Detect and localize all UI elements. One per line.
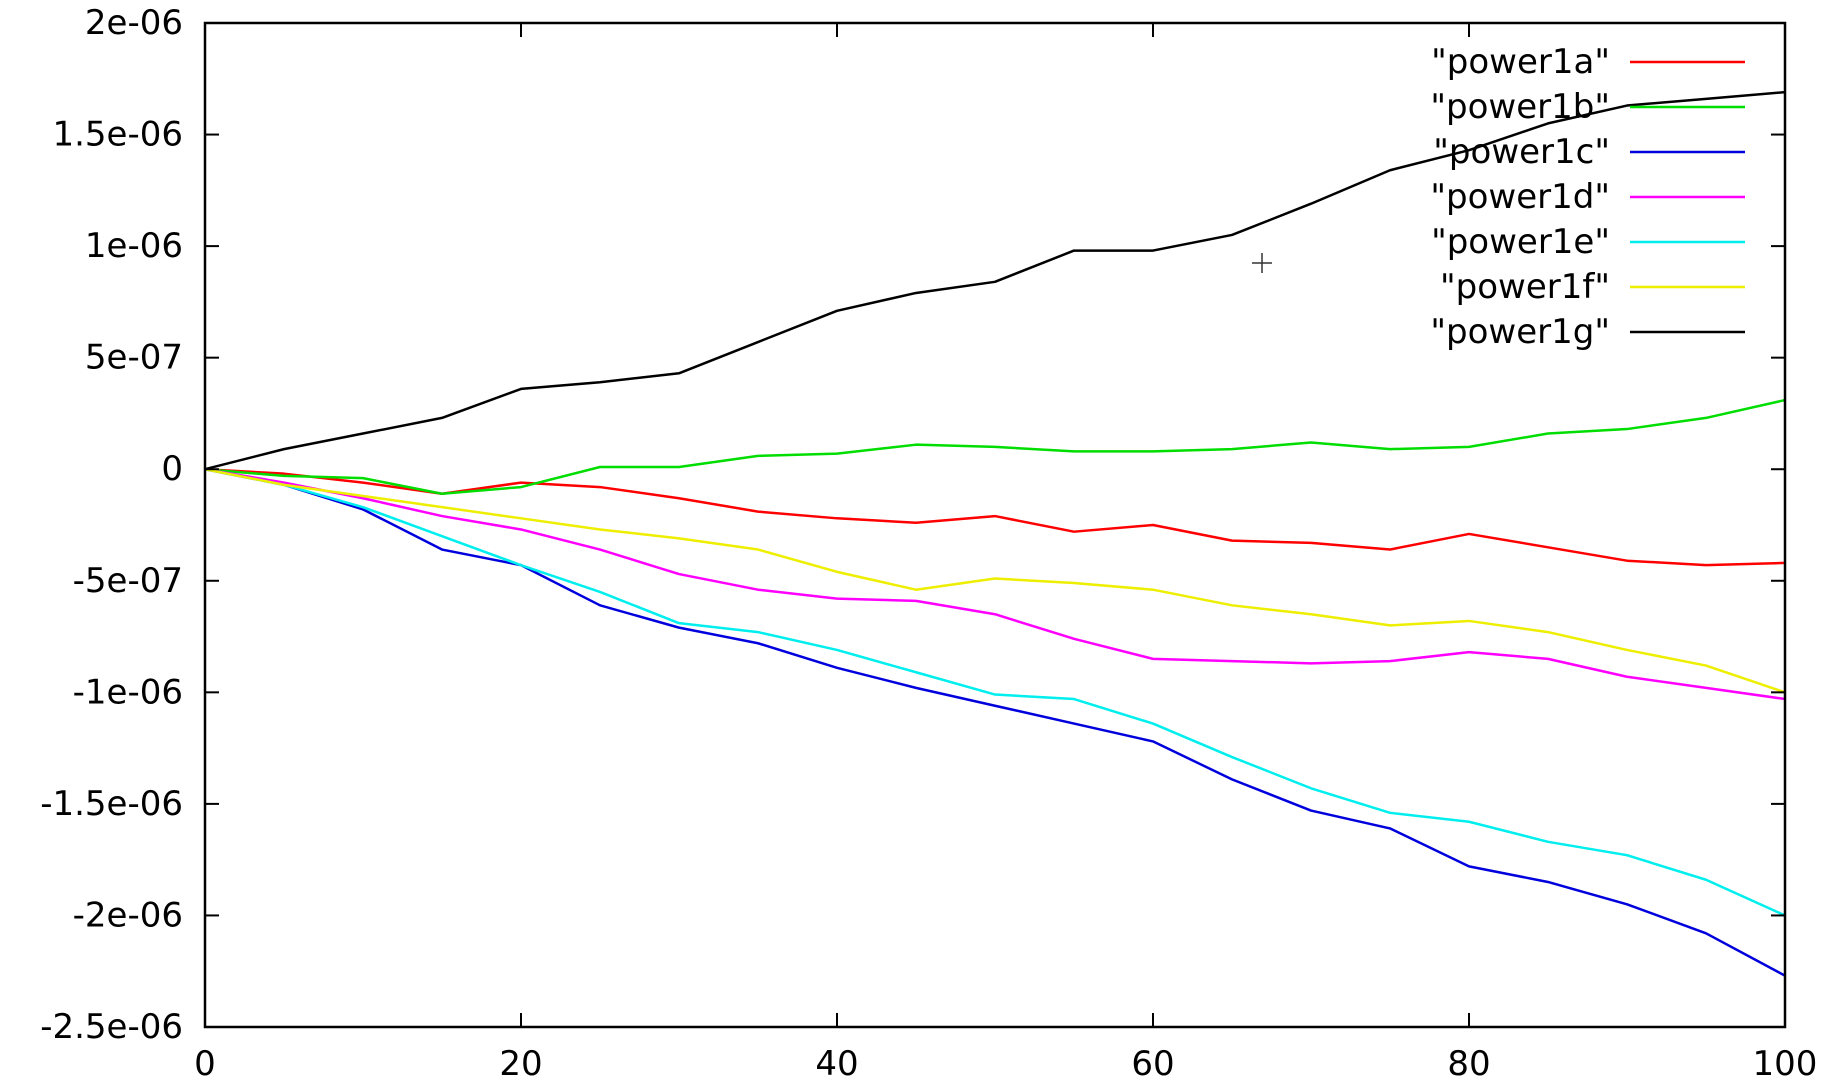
series-line-3 bbox=[204, 467, 1786, 701]
x-tick-label: 60 bbox=[1131, 1044, 1174, 1082]
y-tick-label: -2.5e-06 bbox=[40, 1007, 183, 1047]
y-tick-label: 2e-06 bbox=[85, 3, 183, 43]
series-line-6 bbox=[204, 90, 1786, 471]
x-tick-label: 20 bbox=[499, 1044, 542, 1082]
x-tick-label: 40 bbox=[815, 1044, 858, 1082]
y-tick-label: 1e-06 bbox=[85, 226, 183, 266]
crosshair-cursor-icon bbox=[1252, 253, 1272, 273]
y-tick-label: -1e-06 bbox=[73, 672, 183, 712]
y-tick-label: -5e-07 bbox=[73, 561, 183, 601]
x-tick-label: 100 bbox=[1753, 1044, 1818, 1082]
plot-frame bbox=[203, 21, 1787, 1029]
legend-label: "power1f" bbox=[1440, 267, 1610, 307]
x-tick-label: 0 bbox=[194, 1044, 216, 1082]
legend-label: "power1e" bbox=[1431, 222, 1610, 262]
legend-label: "power1d" bbox=[1430, 177, 1610, 217]
series-line-2 bbox=[204, 467, 1786, 977]
legend-label: "power1c" bbox=[1433, 132, 1610, 172]
legend-label: "power1g" bbox=[1430, 312, 1610, 352]
series-line-0 bbox=[204, 467, 1786, 567]
legend-label: "power1b" bbox=[1430, 87, 1610, 127]
y-tick-label: 0 bbox=[161, 449, 183, 489]
series-line-5 bbox=[204, 467, 1786, 694]
series-layer bbox=[204, 90, 1786, 977]
legend: "power1a" "power1b" "power1c" "power1d" "pow… bbox=[1430, 42, 1745, 352]
y-tick-label: -1.5e-06 bbox=[40, 784, 183, 824]
y-tick-label: -2e-06 bbox=[73, 895, 183, 935]
tick-layer: 2e-06 1.5e-06 1e-06 5e-07 0 -5e-07 -1e-06 -1.5e… bbox=[40, 3, 1818, 1084]
series-line-1 bbox=[204, 398, 1786, 496]
y-tick-label: 1.5e-06 bbox=[52, 115, 183, 155]
legend-label: "power1a" bbox=[1431, 42, 1610, 82]
series-line-4 bbox=[204, 467, 1786, 917]
y-tick-label: 5e-07 bbox=[85, 338, 183, 378]
x-tick-label: 80 bbox=[1447, 1044, 1490, 1082]
